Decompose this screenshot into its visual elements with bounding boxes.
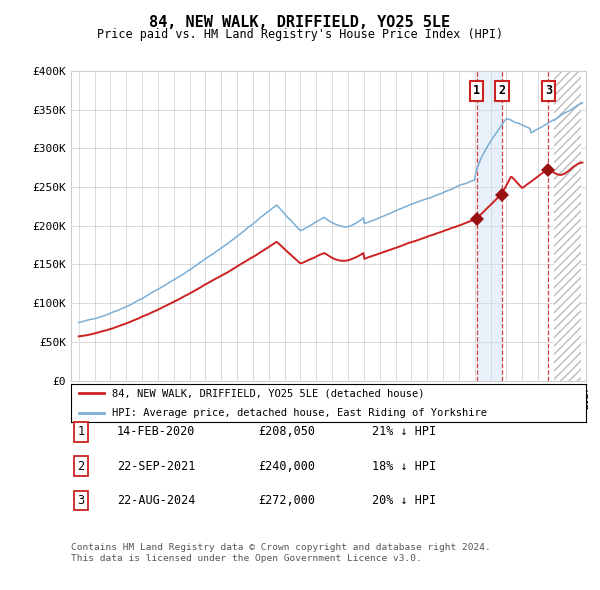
Text: 2: 2 <box>77 460 85 473</box>
Text: This data is licensed under the Open Government Licence v3.0.: This data is licensed under the Open Gov… <box>71 554 422 563</box>
Text: 18% ↓ HPI: 18% ↓ HPI <box>372 460 436 473</box>
Text: 3: 3 <box>77 494 85 507</box>
Text: 22-AUG-2024: 22-AUG-2024 <box>117 494 196 507</box>
Text: 1: 1 <box>77 425 85 438</box>
Text: 3: 3 <box>545 84 552 97</box>
Bar <box>476 71 502 381</box>
Text: Price paid vs. HM Land Registry's House Price Index (HPI): Price paid vs. HM Land Registry's House … <box>97 28 503 41</box>
Bar <box>554 71 581 381</box>
Text: 14-FEB-2020: 14-FEB-2020 <box>117 425 196 438</box>
Text: 84, NEW WALK, DRIFFIELD, YO25 5LE (detached house): 84, NEW WALK, DRIFFIELD, YO25 5LE (detac… <box>112 388 424 398</box>
Text: £208,050: £208,050 <box>258 425 315 438</box>
Text: 84, NEW WALK, DRIFFIELD, YO25 5LE: 84, NEW WALK, DRIFFIELD, YO25 5LE <box>149 15 451 30</box>
Text: Contains HM Land Registry data © Crown copyright and database right 2024.: Contains HM Land Registry data © Crown c… <box>71 543 491 552</box>
Text: 1: 1 <box>473 84 480 97</box>
Text: 20% ↓ HPI: 20% ↓ HPI <box>372 494 436 507</box>
Text: 22-SEP-2021: 22-SEP-2021 <box>117 460 196 473</box>
Text: 2: 2 <box>499 84 506 97</box>
Text: 21% ↓ HPI: 21% ↓ HPI <box>372 425 436 438</box>
Text: £272,000: £272,000 <box>258 494 315 507</box>
Text: £240,000: £240,000 <box>258 460 315 473</box>
Text: HPI: Average price, detached house, East Riding of Yorkshire: HPI: Average price, detached house, East… <box>112 408 487 418</box>
